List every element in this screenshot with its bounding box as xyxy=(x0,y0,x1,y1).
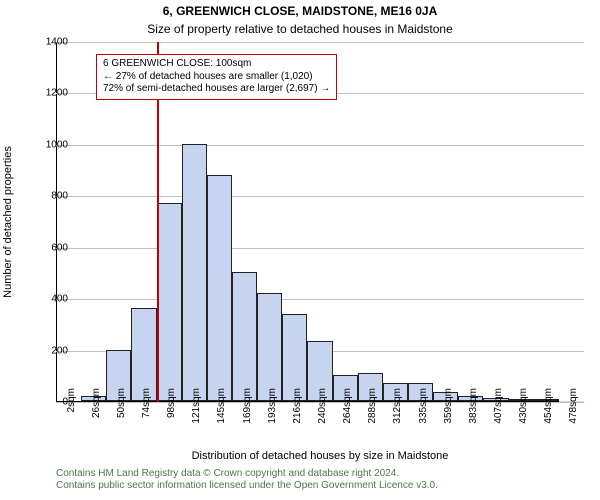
gridline xyxy=(56,299,584,300)
gridline xyxy=(56,145,584,146)
x-tick-label: 145sqm xyxy=(216,388,227,448)
x-tick-label: 193sqm xyxy=(267,388,278,448)
x-tick-label: 121sqm xyxy=(191,388,202,448)
y-tick-label: 0 xyxy=(28,397,68,408)
gridline xyxy=(56,42,584,43)
histogram-bar xyxy=(257,293,282,401)
x-tick-label: 240sqm xyxy=(317,388,328,448)
x-tick-label: 50sqm xyxy=(116,388,127,448)
y-tick-label: 600 xyxy=(28,242,68,253)
x-tick-label: 454sqm xyxy=(543,388,554,448)
annotation-line: 72% of semi-detached houses are larger (… xyxy=(103,83,330,96)
gridline xyxy=(56,248,584,249)
y-axis-label: Number of detached properties xyxy=(2,42,18,402)
histogram-bar xyxy=(232,272,257,401)
y-tick-label: 800 xyxy=(28,191,68,202)
x-tick-label: 98sqm xyxy=(166,388,177,448)
x-tick-label: 407sqm xyxy=(493,388,504,448)
y-tick-label: 1000 xyxy=(28,139,68,150)
x-tick-label: 478sqm xyxy=(568,388,579,448)
x-tick-label: 312sqm xyxy=(392,388,403,448)
x-tick-label: 26sqm xyxy=(91,388,102,448)
y-tick-label: 1200 xyxy=(28,88,68,99)
x-axis-label: Distribution of detached houses by size … xyxy=(56,450,584,462)
x-tick-label: 430sqm xyxy=(518,388,529,448)
histogram-bar xyxy=(182,144,207,401)
gridline xyxy=(56,196,584,197)
y-tick-label: 400 xyxy=(28,294,68,305)
x-tick-label: 335sqm xyxy=(418,388,429,448)
footnote: Contains HM Land Registry data © Crown c… xyxy=(56,468,584,492)
x-tick-label: 2sqm xyxy=(66,388,77,448)
x-tick-label: 383sqm xyxy=(468,388,479,448)
page-title-line2: Size of property relative to detached ho… xyxy=(0,22,600,36)
x-tick-label: 216sqm xyxy=(292,388,303,448)
annotation-line: ← 27% of detached houses are smaller (1,… xyxy=(103,71,330,84)
histogram-bar xyxy=(207,175,232,401)
x-tick-label: 359sqm xyxy=(443,388,454,448)
y-tick-label: 1400 xyxy=(28,37,68,48)
annotation-box: 6 GREENWICH CLOSE: 100sqm← 27% of detach… xyxy=(96,54,337,100)
y-tick-label: 200 xyxy=(28,345,68,356)
page-title-line1: 6, GREENWICH CLOSE, MAIDSTONE, ME16 0JA xyxy=(0,4,600,18)
x-tick-label: 288sqm xyxy=(367,388,378,448)
histogram-plot: 6 GREENWICH CLOSE: 100sqm← 27% of detach… xyxy=(56,42,584,402)
annotation-line: 6 GREENWICH CLOSE: 100sqm xyxy=(103,58,330,71)
histogram-bar xyxy=(157,203,182,401)
x-tick-label: 74sqm xyxy=(141,388,152,448)
x-tick-label: 169sqm xyxy=(242,388,253,448)
x-tick-label: 264sqm xyxy=(342,388,353,448)
footnote-line1: Contains HM Land Registry data © Crown c… xyxy=(56,468,584,480)
footnote-line2: Contains public sector information licen… xyxy=(56,480,584,492)
